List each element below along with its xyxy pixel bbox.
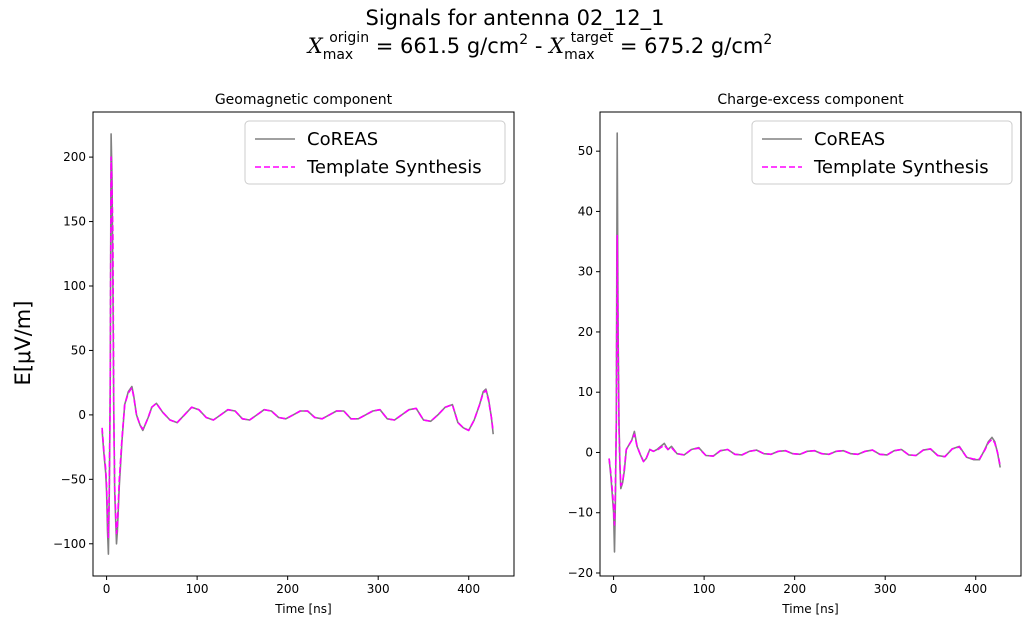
- y-tick-label: −50: [61, 472, 86, 486]
- y-tick-label: 40: [578, 204, 593, 218]
- x-tick-label: 200: [783, 582, 806, 596]
- subtitle-separator: -: [528, 34, 550, 58]
- y-tick-label: 50: [578, 144, 593, 158]
- panel-title: Charge-excess component: [717, 92, 904, 108]
- series-line-template-synthesis: [608, 234, 1001, 526]
- legend-label: Template Synthesis: [813, 157, 989, 178]
- y-tick-label: 50: [71, 343, 86, 357]
- y-tick-label: 150: [63, 215, 86, 229]
- origin-superscript: origin: [329, 30, 370, 46]
- axes-frame: [599, 111, 1022, 577]
- x-tick-label: 100: [186, 582, 209, 596]
- figure-title: Signals for antenna 02_12_1: [365, 6, 665, 30]
- x-tick-label: 400: [964, 582, 987, 596]
- series-line-template-synthesis: [101, 156, 494, 539]
- y-tick-label: 100: [63, 279, 86, 293]
- target-superscript: target: [570, 30, 614, 46]
- axes-frame: [92, 111, 515, 577]
- y-tick-label: 20: [578, 325, 593, 339]
- y-tick-label: 200: [63, 150, 86, 164]
- origin-unit-sq: 2: [519, 32, 529, 48]
- x-tick-label: 0: [103, 582, 111, 596]
- x-tick-label: 0: [610, 582, 618, 596]
- legend-label: CoREAS: [307, 129, 378, 150]
- y-tick-label: 0: [585, 445, 593, 459]
- legend: CoREAS Template Synthesis: [244, 120, 506, 185]
- x-tick-label: 400: [457, 582, 480, 596]
- xmax-symbol-origin: X: [307, 34, 323, 58]
- x-axis-label: Time [ns]: [274, 602, 331, 616]
- y-axis-label: E[μV/m]: [11, 301, 35, 386]
- legend: CoREAS Template Synthesis: [751, 120, 1013, 185]
- target-value: = 675.2 g/cm: [619, 34, 764, 58]
- xmax-subscript-origin: max: [322, 47, 354, 63]
- x-axis-label: Time [ns]: [781, 602, 838, 616]
- y-tick-label: 30: [578, 265, 593, 279]
- legend-label: CoREAS: [814, 129, 885, 150]
- legend-box: [751, 120, 1013, 185]
- chart-panels: 0 100 200 300 400−100−50050100150200Geomagne…: [53, 92, 1022, 616]
- target-unit-sq: 2: [763, 32, 773, 48]
- y-tick-label: −10: [568, 506, 593, 520]
- series-line-coreas: [608, 132, 1001, 553]
- legend-box: [244, 120, 506, 185]
- x-tick-label: 300: [874, 582, 897, 596]
- legend-label: Template Synthesis: [306, 157, 482, 178]
- y-tick-label: −100: [53, 537, 86, 551]
- xmax-symbol-target: X: [549, 34, 565, 58]
- x-tick-label: 300: [367, 582, 390, 596]
- chart-panel-1: 0 100 200 300 400 −100 −50 0 50 100 150 200 Geomagne…: [53, 92, 515, 616]
- figure-subtitle: Xmaxorigin = 661.5 g/cm2 - Xmaxtarget = …: [0, 30, 1030, 63]
- y-tick-label: −20: [568, 566, 593, 580]
- series-line-coreas: [101, 133, 494, 555]
- y-tick-label: 0: [78, 408, 86, 422]
- x-tick-label: 100: [693, 582, 716, 596]
- y-tick-label: 10: [578, 385, 593, 399]
- origin-value: = 661.5 g/cm: [375, 34, 520, 58]
- chart-panel-2: 0 100 200 300 400 −20 −10 0 10 20 30 40 50 Charge-exc…: [568, 92, 1022, 616]
- panel-title: Geomagnetic component: [215, 92, 393, 108]
- x-tick-label: 200: [276, 582, 299, 596]
- xmax-subscript-target: max: [564, 47, 595, 63]
